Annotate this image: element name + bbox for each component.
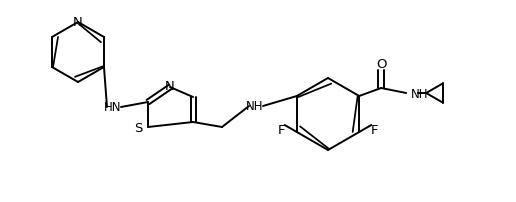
Text: O: O bbox=[376, 58, 386, 71]
Text: F: F bbox=[370, 123, 378, 136]
Text: NH: NH bbox=[246, 100, 264, 113]
Text: N: N bbox=[73, 16, 83, 29]
Text: HN: HN bbox=[104, 101, 122, 114]
Text: NH: NH bbox=[411, 87, 429, 100]
Text: F: F bbox=[278, 123, 285, 136]
Text: N: N bbox=[165, 80, 175, 93]
Text: S: S bbox=[134, 121, 142, 134]
